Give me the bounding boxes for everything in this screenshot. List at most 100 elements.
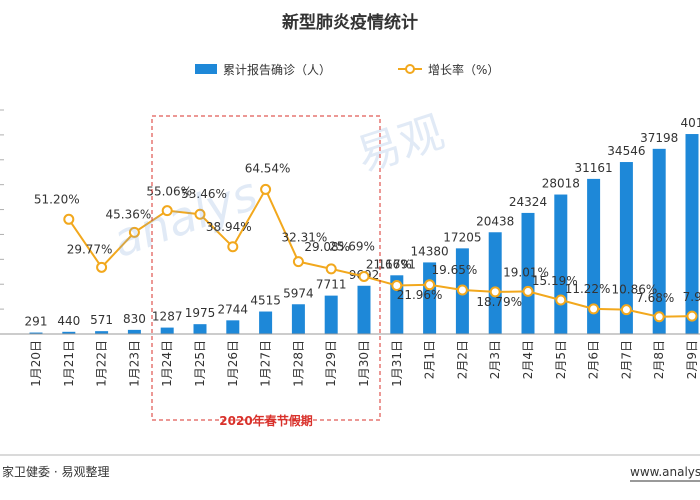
bar [95,331,109,334]
growth-rate-label: 11.22% [565,282,611,296]
bar [193,324,207,334]
growth-rate-marker [325,263,337,275]
bar-value-label: 440 [57,314,80,328]
growth-rate-label: 53.46% [181,187,227,201]
growth-rate-marker [555,294,567,306]
growth-rate-label: 45.36% [106,207,152,221]
growth-rate-marker [391,279,403,291]
bar [587,178,601,334]
bar-value-label: 11791 [378,257,416,271]
bar [127,329,141,334]
x-tick-label: 1月25日 [193,340,207,387]
growth-rate-marker [292,256,304,268]
x-tick-label: 1月31日 [390,340,404,387]
bar-value-label: 37198 [640,131,678,145]
growth-rate-marker [653,311,665,323]
x-tick-label: 1月30日 [357,340,371,387]
growth-rate-label: 25.69% [329,239,375,253]
bar-value-label: 401 [681,116,700,130]
x-tick-label: 1月23日 [127,340,141,387]
holiday-highlight-box [151,115,381,421]
x-tick-label: 2月9日 [685,340,699,379]
growth-rate-marker [456,284,468,296]
x-tick-label: 2月7日 [619,340,633,379]
x-tick-label: 1月26日 [226,340,240,387]
growth-rate-label: 7.99 [683,290,700,304]
growth-rate-marker [260,183,272,195]
bar-value-label: 17205 [443,230,481,244]
growth-rate-label: 19.65% [432,263,478,277]
growth-rate-label: 21.96% [397,288,443,302]
x-tick-label: 2月3日 [488,340,502,379]
line-data-labels: 51.20% 29.77% 45.36% 55.06%53.46% 38.94% 64.5… [34,161,700,308]
growth-rate-marker [424,279,436,291]
bar [554,194,568,334]
bar-value-label: 571 [90,313,113,327]
bar [324,295,338,334]
bar-series [29,134,699,334]
x-tick-label: 2月4日 [521,340,535,379]
bar-value-label: 34546 [607,144,645,158]
growth-rate-label: 38.94% [206,220,252,234]
x-tick-label: 1月24日 [160,340,174,387]
growth-rate-label: 18.79% [476,295,522,309]
bar-value-label: 31161 [575,161,613,175]
growth-rate-marker [358,270,370,282]
growth-rate-marker [489,286,501,298]
holiday-annotation: 2020年春节假期 [219,413,312,428]
growth-rate-marker [227,241,239,253]
footer-source: 家卫健委 · 易观整理 [2,464,109,479]
growth-rate-label: 15.19% [532,274,578,288]
bar [619,162,633,334]
growth-rate-marker [620,304,632,316]
x-tick-label: 2月5日 [554,340,568,379]
bar [390,275,404,334]
bar-value-label: 24324 [509,195,547,209]
line-series [63,183,698,323]
bar-data-labels: 2914405718301287197527444515597477119692… [25,116,700,329]
bar-value-label: 28018 [542,177,580,191]
bar-value-label: 2744 [218,302,249,316]
chart-title: 新型肺炎疫情统计 [282,12,418,33]
legend-bar-swatch [195,64,217,74]
x-tick-label: 2月8日 [652,340,666,379]
bar [160,327,174,334]
x-tick-label: 1月27日 [259,340,273,387]
bar [423,262,437,334]
growth-rate-marker [686,310,698,322]
x-tick-label: 2月1日 [423,340,437,379]
bar [62,331,76,334]
growth-rate-marker [588,303,600,315]
x-tick-label: 1月21日 [62,340,76,387]
bar [226,320,240,334]
x-tick-label: 1月29日 [324,340,338,387]
bar [685,134,699,334]
legend-line-label: 增长率（%） [428,62,499,77]
bar [652,148,666,334]
growth-rate-label: 7.68% [636,291,674,305]
bar [291,304,305,334]
bar-value-label: 830 [123,312,146,326]
growth-rate-label: 21.66% [366,257,412,271]
footer-website: www.analys [630,465,700,479]
legend-bar-label: 累计报告确诊（人） [223,62,331,77]
growth-rate-marker [63,213,75,225]
bar [488,232,502,334]
bar-value-label: 1287 [152,310,183,324]
bar [521,212,535,334]
growth-rate-label: 64.54% [245,161,291,175]
growth-rate-label: 10.86% [612,283,658,297]
bar-value-label: 4515 [250,294,281,308]
x-tick-label: 1月20日 [29,340,43,387]
legend-line-marker [405,64,415,74]
x-tick-label: 2月2日 [455,340,469,379]
bar-value-label: 7711 [316,278,347,292]
growth-rate-label: 29.77% [67,242,113,256]
bar [259,311,273,334]
growth-rate-marker [96,261,108,273]
x-tick-label: 1月28日 [291,340,305,387]
bar [357,285,371,334]
x-tick-label: 1月22日 [95,340,109,387]
